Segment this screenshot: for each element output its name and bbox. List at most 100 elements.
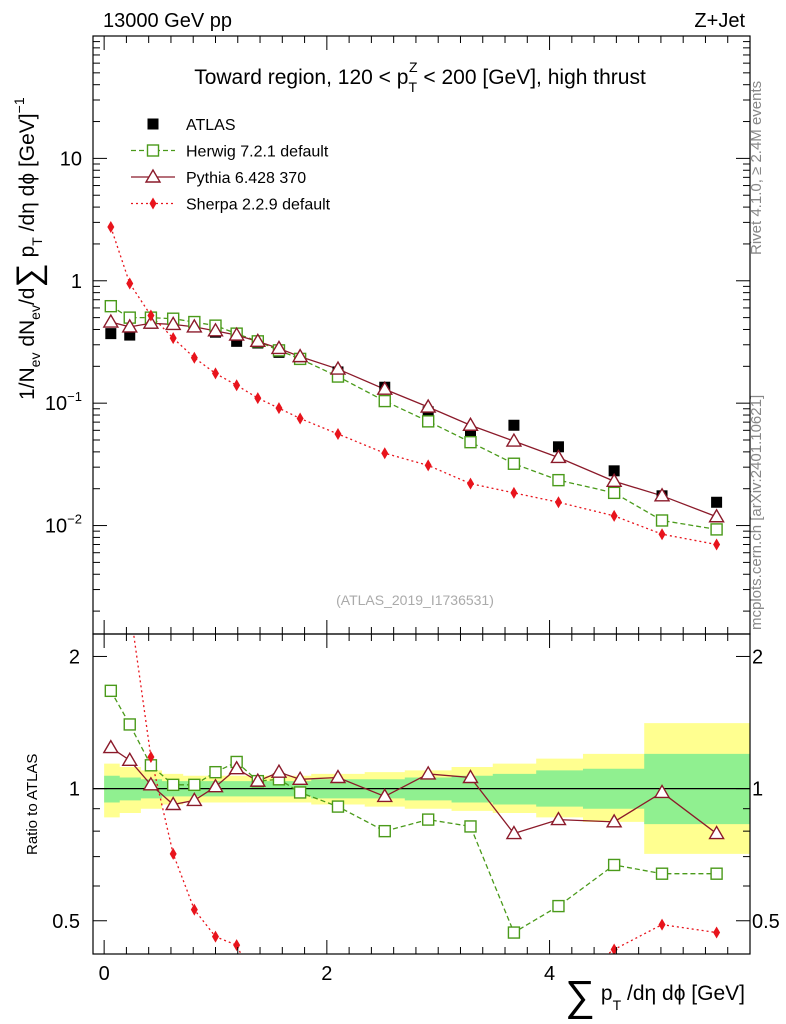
herwig-ratio-point [331, 800, 345, 813]
x-axis-label: ∑ pT /dη dϕ [GeV] [565, 972, 745, 1019]
herwig-ratio-point [293, 786, 307, 799]
ratio-y-tick-label-right: 2 [752, 646, 763, 668]
ratio-panel: 0.5 0.5 1 1 2 2 0 2 4 Ratio to ATLAS ∑ pT /dη dϕ… [24, 633, 780, 1024]
herwig-point [710, 523, 723, 536]
sherpa-line [110, 226, 717, 546]
ratio-frame [92, 633, 751, 955]
sherpa-point [510, 486, 518, 499]
ratio-y-tick-label: 0.5 [52, 911, 80, 933]
sherpa-point [424, 459, 432, 472]
data-point [464, 426, 476, 438]
pythia-point [102, 313, 120, 328]
sherpa-ratio-point [190, 903, 198, 916]
sherpa-point [296, 412, 304, 425]
y-tick-label: 1 [71, 271, 82, 293]
sherpa-point [466, 477, 474, 490]
legend-label: Pythia 6.428 370 [186, 170, 306, 187]
sherpa-ratio-point [211, 930, 219, 943]
herwig-point [421, 415, 435, 428]
pythia-ratio-point [249, 772, 267, 787]
x-tick-label: 0 [99, 963, 110, 985]
herwig-line [110, 305, 717, 531]
sherpa-ratio-point [381, 1019, 388, 1024]
herwig-ratio-point [209, 765, 222, 779]
sherpa-point [169, 332, 177, 345]
pythia-ratio-point [708, 825, 725, 840]
pythia-point [550, 449, 567, 464]
sherpa-point [334, 427, 342, 440]
herwig-point [378, 394, 391, 408]
herwig-ratio-point [188, 778, 201, 792]
pythia-ratio-point [605, 813, 623, 828]
pythia-point [270, 340, 288, 355]
sherpa-point [254, 392, 262, 405]
pythia-point [708, 508, 725, 523]
ratio-y-tick-label-right: 0.5 [752, 911, 780, 933]
data-point [124, 329, 136, 341]
pythia-ratio-point [228, 760, 245, 775]
pythia-point [291, 348, 309, 363]
pythia-ratio-point [653, 784, 671, 799]
herwig-point [607, 486, 621, 500]
legend-marker [144, 168, 162, 183]
herwig-ratio-point [607, 858, 621, 872]
legend-marker [146, 144, 160, 157]
watermark: (ATLAS_2019_I1736531) [336, 592, 494, 608]
sherpa-point [211, 367, 219, 380]
herwig-point [104, 299, 118, 313]
pythia-ratio-point [142, 776, 160, 791]
y-axis-label: 1/Nev dNev/d∑ pT /dη dϕ [GeV]−1 [10, 97, 48, 400]
pythia-ratio-point [329, 769, 347, 784]
herwig-ratio-point [378, 824, 391, 838]
pythia-ratio-point [505, 825, 523, 840]
herwig-ratio-point [166, 778, 180, 792]
herwig-ratio-point [104, 684, 118, 698]
pythia-point [605, 472, 623, 487]
sherpa-point [554, 496, 562, 509]
y-tick-label: 10−1 [45, 389, 82, 415]
pythia-ratio-point [462, 769, 479, 784]
sherpa-ratio-point [297, 994, 304, 1006]
sherpa-ratio-point [254, 983, 261, 995]
herwig-ratio-point [710, 867, 723, 880]
data-point [231, 335, 243, 347]
sherpa-ratio-point [658, 918, 666, 931]
x-tick-label: 2 [321, 963, 332, 985]
sherpa-ratio-point [275, 983, 282, 995]
pythia-point [653, 487, 671, 502]
pythia-point [164, 316, 182, 331]
herwig-ratio-point [464, 820, 477, 833]
herwig-point [655, 514, 669, 527]
ratio-y-tick-label-right: 1 [752, 779, 763, 801]
pythia-point [505, 432, 523, 447]
data-point [608, 465, 620, 477]
pythia-point [462, 416, 479, 431]
sherpa-point [147, 309, 155, 322]
pythia-point [228, 326, 245, 341]
legend-label: Herwig 7.2.1 default [186, 144, 329, 161]
pythia-point [121, 318, 138, 333]
ratio-y-tick-label: 2 [69, 646, 80, 668]
sherpa-ratio-point [467, 967, 474, 979]
pythia-ratio-point [102, 739, 120, 754]
x-tick-label: 4 [544, 963, 555, 985]
y-tick-label: 10 [60, 148, 82, 170]
pythia-ratio-point [186, 792, 203, 807]
data-point [711, 496, 723, 508]
pythia-point [142, 314, 160, 329]
pythia-ratio-point [207, 778, 224, 793]
pythia-ratio-point [270, 763, 288, 778]
main-panel: 10−2 10−1 1 10 Toward region, 120 < pTZ < 2… [10, 35, 751, 635]
pythia-point [207, 322, 224, 337]
pythia-point [249, 332, 267, 348]
data-point [508, 419, 520, 431]
sherpa-ratio-point [334, 1006, 341, 1018]
data-point [105, 328, 117, 340]
herwig-ratio-point [421, 813, 435, 826]
rivet-label: Rivet 4.1.0, ≥ 2.4M events [748, 81, 765, 255]
herwig-point [507, 457, 521, 470]
pythia-point [419, 398, 437, 413]
legend: ATLAS Herwig 7.2.1 default Pythia 6.428 37… [131, 117, 331, 214]
herwig-ratio-point [655, 867, 669, 880]
